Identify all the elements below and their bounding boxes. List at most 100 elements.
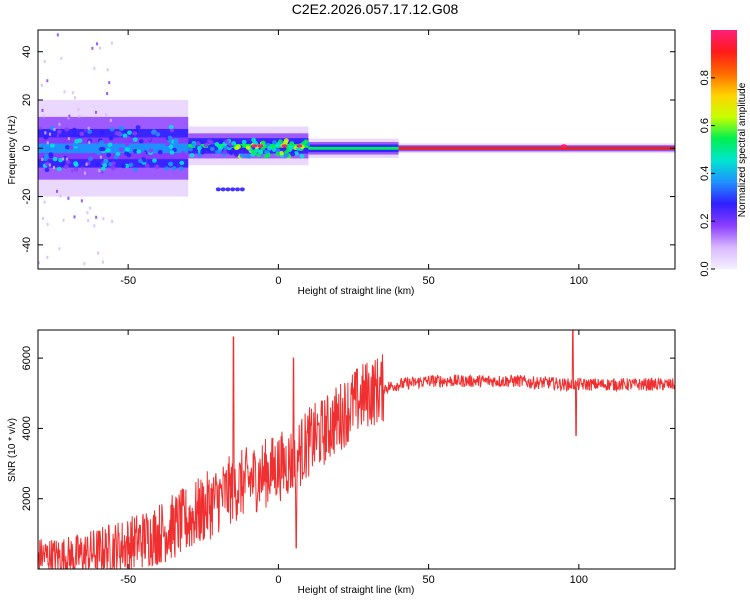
spectral-speckle: [91, 46, 94, 50]
spectral-blob: [290, 151, 296, 157]
snr-ticks: -50 0 50 100 2000 4000 6000: [21, 330, 675, 586]
spectral-blob: [132, 137, 138, 142]
spectral-blob: [178, 166, 184, 171]
spectral-blob: [68, 145, 74, 150]
spectral-speckle: [56, 134, 59, 138]
spectral-branch: [220, 187, 226, 192]
spectral-speckle: [42, 114, 45, 118]
snr-x-tick-label: 100: [570, 574, 588, 586]
spectral-speckle: [110, 41, 113, 45]
spectral-speckle: [40, 83, 43, 87]
spectrogram-x-tick-label: 0: [275, 275, 281, 287]
spectral-speckle: [60, 56, 63, 60]
snr-y-tick-label: 4000: [21, 416, 33, 440]
spectral-blob: [71, 127, 77, 133]
spectral-blob: [125, 147, 130, 152]
colorbar: 0.0 0.2 0.4 0.6 0.8 Normalized spectral ampl…: [699, 30, 748, 277]
spectral-blob: [189, 153, 195, 158]
spectral-blob: [261, 140, 266, 146]
spectral-blob: [231, 141, 237, 146]
spectral-blob: [45, 161, 50, 167]
spectral-blob: [275, 148, 281, 153]
spectral-speckle: [71, 169, 74, 173]
spectral-blob: [146, 136, 152, 142]
spectral-blob: [135, 125, 141, 130]
spectral-blob: [222, 149, 228, 155]
spectral-blob: [44, 167, 50, 173]
spectral-speckle: [44, 131, 47, 135]
spectral-speckle: [101, 260, 104, 264]
spectral-blob: [96, 150, 101, 156]
spectral-blob: [110, 165, 116, 171]
spectral-speckle: [83, 262, 86, 266]
spectrogram-y-tick-label: 0: [21, 145, 33, 151]
spectral-blob: [276, 142, 281, 147]
spectral-blob: [299, 153, 305, 159]
spectral-blob: [224, 139, 230, 144]
spectral-blob: [222, 145, 228, 151]
spectral-blob: [228, 150, 234, 156]
spectral-speckle: [102, 217, 105, 221]
spectral-blob: [233, 152, 239, 157]
spectral-speckle: [67, 116, 70, 120]
spectral-blob: [141, 151, 147, 156]
snr-series-line: [38, 330, 675, 569]
spectral-speckle: [93, 66, 96, 70]
spectral-speckle: [93, 224, 96, 228]
spectral-speckle: [88, 140, 91, 144]
spectral-blob: [126, 138, 132, 143]
spectral-speckle: [59, 194, 62, 198]
spectral-blob: [275, 151, 281, 157]
spectral-blob: [121, 163, 126, 169]
spectral-speckle: [105, 113, 108, 117]
spectral-hotspot: [257, 144, 264, 148]
colorbar-tick-label: 0.4: [699, 166, 711, 181]
spectral-speckle: [62, 157, 65, 161]
spectral-blob: [73, 161, 78, 166]
snr-marks: [38, 330, 675, 569]
colorbar-tick-label: 0.6: [699, 118, 711, 133]
spectral-speckle: [84, 128, 87, 132]
spectral-blob: [168, 161, 174, 167]
spectrogram-x-tick-label: 100: [570, 275, 588, 287]
spectral-blob: [100, 146, 106, 152]
spectral-speckle: [41, 216, 44, 220]
spectral-blob: [169, 150, 175, 155]
snr-y-axis-label: SNR (10 * v/v): [7, 418, 18, 482]
spectral-hotspot: [251, 144, 258, 148]
spectral-blob: [303, 139, 309, 144]
spectrogram-y-tick-label: 40: [21, 46, 33, 58]
spectrogram-x-tick-label: -50: [120, 275, 136, 287]
spectral-blob: [87, 129, 93, 134]
spectral-speckle: [67, 137, 70, 141]
spectral-speckle: [97, 251, 100, 255]
colorbar-ticks: 0.0 0.2 0.4 0.6 0.8: [699, 70, 715, 277]
spectrogram-x-axis-label: Height of straight line (km): [298, 286, 415, 297]
spectrogram-y-tick-label: 20: [21, 94, 33, 106]
spectral-blob: [279, 150, 284, 156]
spectral-blob: [108, 136, 114, 141]
spectrogram-y-tick-label: -20: [21, 189, 33, 205]
spectral-speckle: [106, 92, 109, 96]
spectral-blob: [100, 166, 106, 172]
spectral-speckle: [108, 81, 111, 85]
spectral-blob: [79, 131, 85, 137]
spectral-blob: [218, 139, 224, 144]
spectral-blob: [214, 141, 220, 147]
spectral-speckle: [43, 200, 46, 204]
spectral-blob: [188, 146, 193, 152]
colorbar-tick-label: 0.0: [699, 261, 711, 276]
spectral-speckle: [43, 60, 46, 64]
spectral-speckle: [53, 166, 56, 170]
spectral-blob: [102, 162, 108, 168]
spectral-blob: [118, 125, 124, 131]
spectral-blob: [196, 145, 202, 151]
spectral-ridge-band: [308, 146, 399, 150]
spectral-speckle: [39, 126, 42, 130]
spectral-speckle: [58, 122, 61, 126]
spectral-branch: [239, 187, 245, 192]
spectral-blob: [98, 140, 104, 145]
spectral-blob: [179, 160, 185, 166]
spectral-blob: [157, 149, 163, 155]
spectral-blob: [168, 124, 174, 130]
